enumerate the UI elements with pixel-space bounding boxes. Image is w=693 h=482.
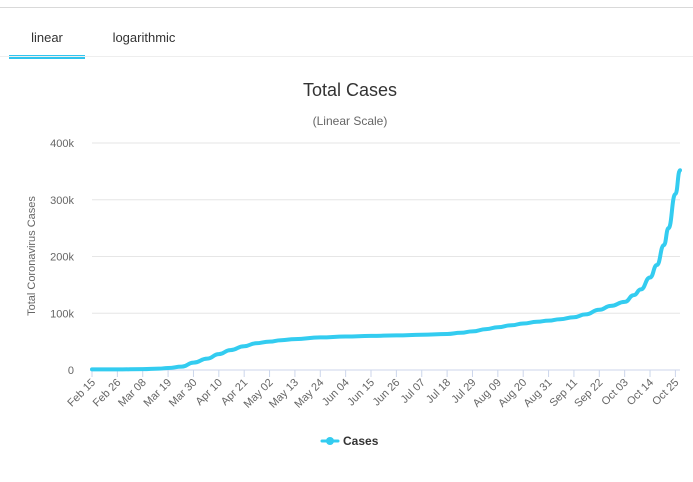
- tab-logarithmic[interactable]: logarithmic: [112, 30, 176, 45]
- top-divider: [0, 7, 693, 8]
- legend[interactable]: Cases: [320, 434, 379, 448]
- chart-title: Total Cases: [303, 80, 397, 100]
- y-tick-label: 100k: [50, 308, 74, 320]
- x-tick-label: Oct 14: [625, 377, 656, 408]
- y-tick-label: 200k: [50, 252, 74, 264]
- x-tick-label: Apr 10: [194, 377, 225, 408]
- x-tick-label: Oct 25: [650, 377, 681, 408]
- y-axis-labels: 0 100k 200k 300k 400k: [50, 138, 74, 377]
- series-line-cases[interactable]: [90, 168, 682, 372]
- tab-linear[interactable]: linear: [31, 30, 63, 45]
- active-tab-indicator: [9, 55, 85, 59]
- x-tick-label: Jul 18: [424, 377, 453, 406]
- x-tick-label: Jun 04: [320, 377, 352, 409]
- x-tick-label: Jul 07: [399, 377, 428, 406]
- legend-marker-icon: [326, 437, 334, 445]
- x-tick-label: Mar 30: [167, 377, 200, 410]
- y-tick-label: 0: [68, 365, 74, 377]
- tabs-divider: [0, 56, 693, 57]
- x-tick-label: Jun 26: [371, 377, 403, 409]
- legend-label: Cases: [343, 434, 379, 448]
- x-tick-label: Sep 22: [572, 377, 605, 410]
- y-tick-label: 400k: [50, 138, 74, 150]
- series-group: [90, 168, 682, 372]
- y-axis-title: Total Coronavirus Cases: [26, 196, 38, 316]
- y-tick-label: 300k: [50, 195, 74, 207]
- x-tick-label: Aug 31: [522, 377, 555, 410]
- chart-subtitle: (Linear Scale): [313, 114, 388, 128]
- x-tick-label: Jun 15: [345, 377, 377, 409]
- scale-tabs: linear logarithmic: [0, 8, 693, 59]
- x-tick-label: Oct 03: [599, 377, 630, 408]
